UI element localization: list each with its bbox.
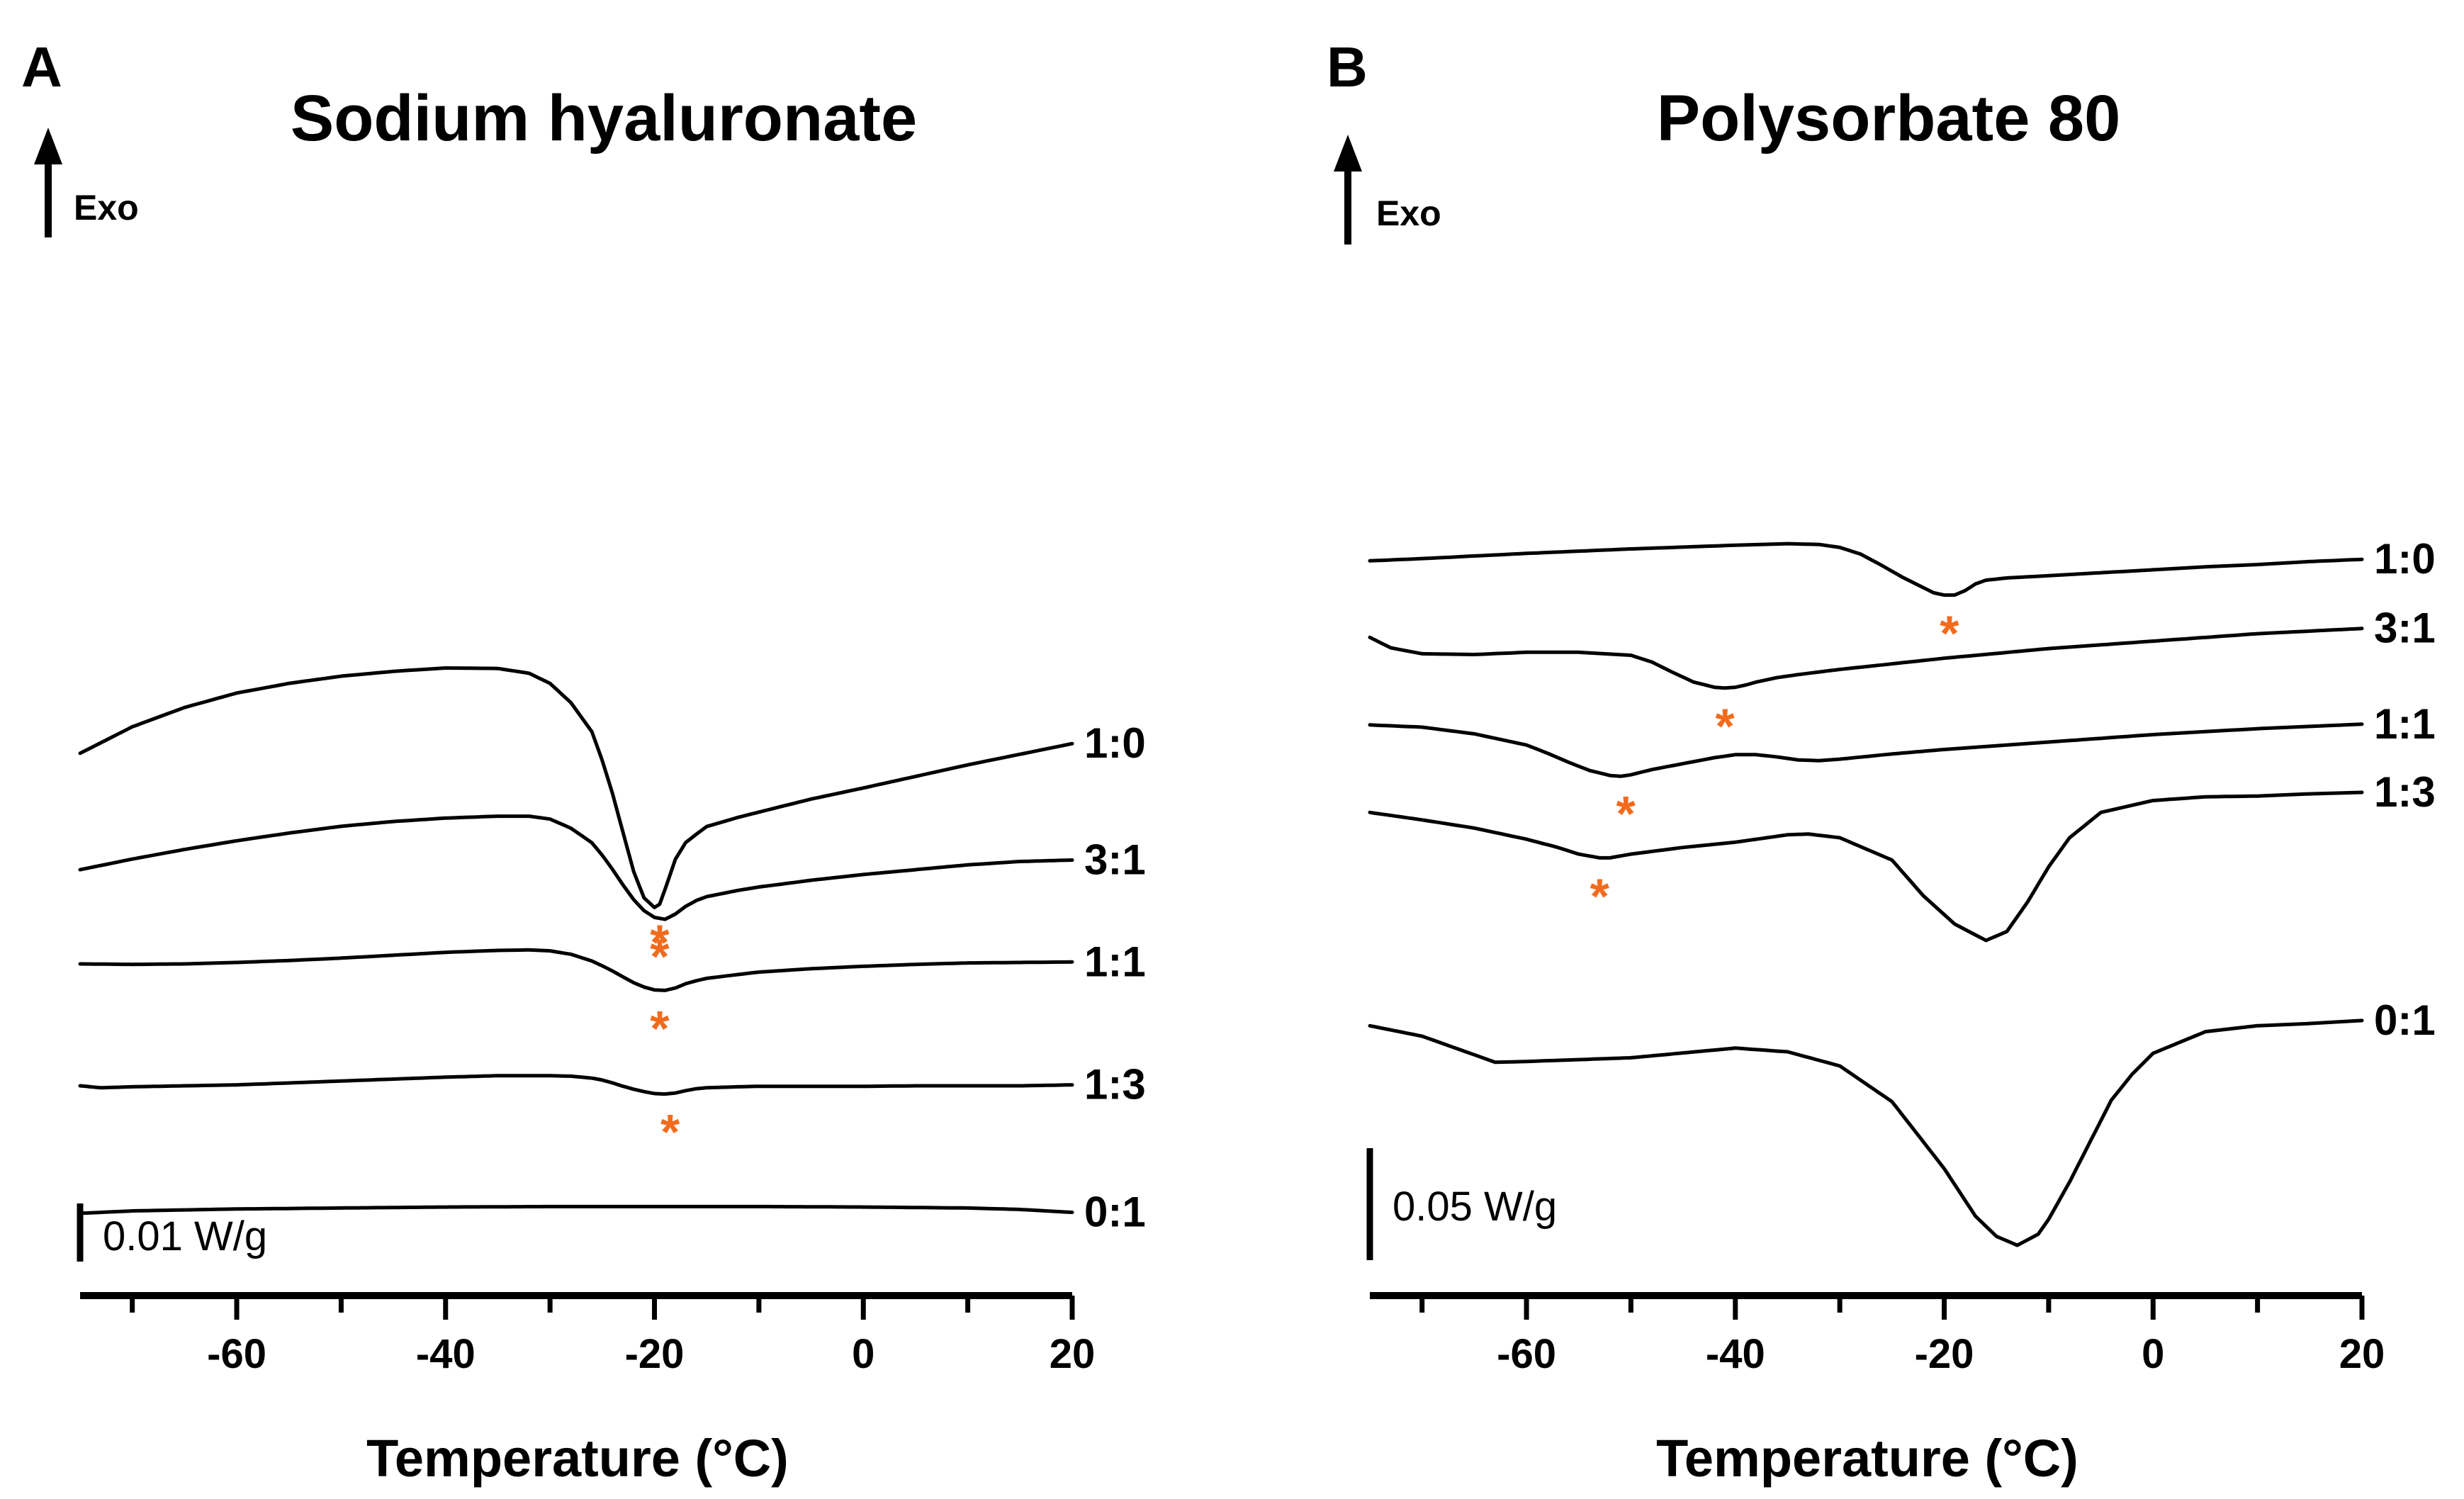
x-tick-label-b--40: -40: [1706, 1331, 1765, 1377]
panel-b-series-labels: 1:0 3:1 1:1 1:3 0:1: [2374, 535, 2436, 1044]
peak-marker-b-3-1: *: [1715, 699, 1735, 754]
x-tick-label-b--20: -20: [1915, 1331, 1974, 1377]
peak-marker-a-3-1: *: [650, 929, 670, 984]
peak-marker-b-1-1: *: [1616, 786, 1636, 841]
series-label-a-1-0: 1:0: [1084, 719, 1146, 767]
series-label-b-1-0: 1:0: [2374, 535, 2436, 583]
panel-b-letter: B: [1327, 35, 1368, 99]
trace-a-0-1: [78, 1204, 1074, 1216]
panel-b-peak-markers: ****: [1590, 606, 1960, 924]
panel-b-traces: [1368, 541, 2364, 1247]
x-tick-label-a--60: -60: [207, 1331, 266, 1377]
series-label-b-3-1: 3:1: [2374, 605, 2436, 652]
trace-a-3-1: [78, 814, 1074, 921]
panel-a-letter: A: [21, 35, 62, 99]
panel-b-scale-bar: 0.05 W/g: [1366, 1148, 1557, 1260]
x-tick-label-a-0: 0: [852, 1331, 874, 1377]
trace-b-1-3: [1368, 790, 2364, 943]
x-tick-label-a-20: 20: [1050, 1331, 1096, 1377]
panel-b-exo-label: Exo: [1376, 193, 1441, 233]
panel-a-traces: [78, 666, 1074, 1216]
panel-b-x-axis-title: Temperature (°C): [1656, 1429, 2078, 1488]
panel-b-exo-arrow: Exo: [1334, 135, 1441, 245]
peak-marker-b-1-0: *: [1940, 606, 1959, 661]
peak-marker-a-1-1: *: [650, 1001, 670, 1056]
x-tick-label-b--60: -60: [1497, 1331, 1556, 1377]
panel-a: A Sodium hyaluronate Exo 1:0 3:1 1:1 1:3 0:1…: [21, 35, 1146, 1488]
trace-a-1-3: [78, 1074, 1074, 1096]
panel-b-title: Polysorbate 80: [1657, 82, 2121, 155]
x-tick-label-b-0: 0: [2142, 1331, 2164, 1377]
trace-a-1-1: [78, 948, 1074, 992]
peak-marker-a-1-3: *: [660, 1104, 680, 1160]
x-tick-label-b-20: 20: [2339, 1331, 2385, 1377]
series-label-a-3-1: 3:1: [1084, 836, 1146, 884]
peak-marker-a-1-0: *: [650, 915, 670, 970]
series-label-a-1-1: 1:1: [1084, 938, 1146, 985]
trace-b-1-1: [1368, 722, 2364, 778]
series-label-a-0-1: 0:1: [1084, 1189, 1146, 1236]
trace-b-0-1: [1368, 1018, 2364, 1247]
series-label-b-0-1: 0:1: [2374, 996, 2436, 1044]
panel-a-scale-bar: 0.01 W/g: [77, 1203, 267, 1262]
peak-marker-b-1-3: *: [1590, 868, 1610, 923]
x-tick-label-a--20: -20: [625, 1331, 685, 1377]
panel-b: B Polysorbate 80 Exo 1:03:11:11:30:1 ***…: [1327, 35, 2436, 1488]
panel-a-series-labels: 1:0 3:1 1:1 1:3 0:1: [1084, 719, 1146, 1235]
panel-a-x-axis: -60 -40 -20 0 20: [80, 1292, 1096, 1377]
x-tick-label-a--40: -40: [416, 1331, 476, 1377]
panel-b-scale-label: 0.05 W/g: [1393, 1184, 1557, 1230]
series-label-a-1-3: 1:3: [1084, 1061, 1146, 1108]
series-label-b-1-1: 1:1: [2374, 700, 2436, 748]
panel-a-peak-markers: ****: [650, 915, 680, 1160]
series-label-b-1-3: 1:3: [2374, 768, 2436, 816]
panel-a-exo-label: Exo: [74, 188, 139, 228]
trace-b-3-1: [1368, 627, 2364, 690]
panel-a-exo-arrow: Exo: [34, 128, 139, 237]
panel-a-x-axis-title: Temperature (°C): [366, 1429, 789, 1488]
panel-a-scale-label: 0.01 W/g: [103, 1213, 267, 1259]
trace-b-1-0: [1368, 541, 2364, 597]
panel-b-x-axis: -60 -40 -20 0 20: [1370, 1292, 2385, 1377]
trace-a-1-0: [78, 666, 1074, 909]
panel-a-title: Sodium hyaluronate: [291, 82, 917, 155]
